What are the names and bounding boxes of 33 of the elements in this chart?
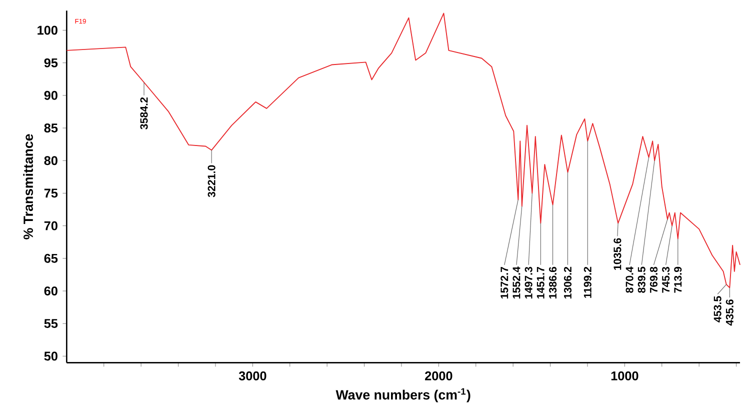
y-tick-label: 90: [44, 90, 58, 100]
y-tick-label: 65: [44, 254, 58, 263]
annotation: 870.4: [626, 266, 634, 293]
y-tick-label: 60: [44, 286, 58, 296]
annotation: 1497.3: [524, 266, 532, 298]
annotation: 435.6: [726, 299, 734, 326]
y-tick-label: 80: [44, 156, 58, 166]
annotation: 1386.6: [548, 266, 557, 298]
x-tick-label: 3000: [238, 371, 266, 380]
y-tick-label: 95: [44, 58, 58, 68]
annotation: 839.5: [638, 266, 646, 293]
annotation: 713.9: [674, 266, 682, 293]
y-tick-label: 70: [44, 221, 58, 230]
annotation: 769.8: [650, 266, 658, 293]
x-tick-label: 2000: [425, 371, 452, 380]
annotation: 1552.4: [512, 266, 520, 298]
y-tick-label: 85: [44, 124, 58, 132]
y-tick-label: 100: [38, 26, 58, 35]
annotation: 1451.7: [536, 266, 544, 298]
annotation: 3221.0: [208, 165, 216, 198]
y-tick-label: 55: [44, 319, 58, 328]
y-tick-label: 75: [44, 188, 58, 198]
x-axis-title: Wave numbers (cm$^{-1}$): [336, 388, 470, 402]
annotation: 3584.2: [140, 97, 148, 130]
annotation: 1306.2: [564, 266, 572, 298]
y-tick-label: 50: [44, 352, 58, 361]
annotation: 1572.7: [500, 266, 508, 298]
annotation: 453.5: [714, 296, 722, 322]
annotation: 745.3: [662, 266, 670, 293]
y-axis-title: % Transmittance: [23, 134, 33, 240]
annotation: 1035.6: [614, 238, 622, 270]
x-tick-label: 1000: [611, 371, 638, 380]
annotation: 1199.2: [584, 266, 592, 298]
